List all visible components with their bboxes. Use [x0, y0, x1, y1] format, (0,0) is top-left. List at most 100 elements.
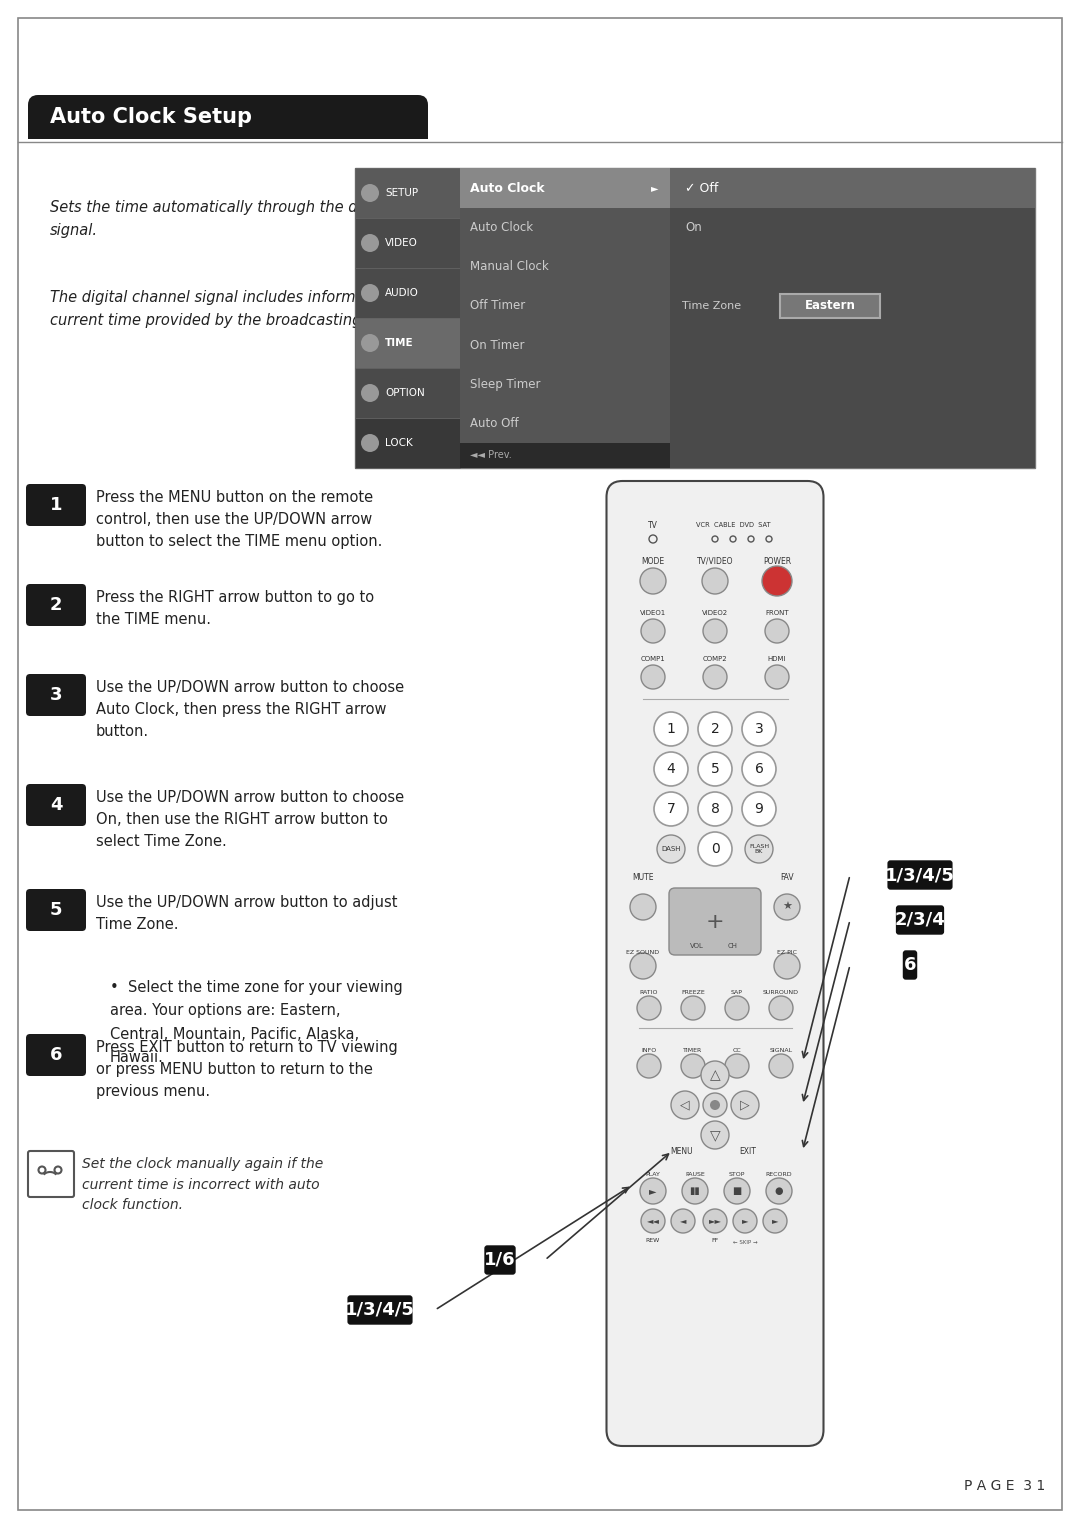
Circle shape [774, 953, 800, 979]
Text: EZ PIC: EZ PIC [777, 949, 797, 955]
Text: FAV: FAV [780, 872, 794, 882]
FancyBboxPatch shape [26, 1034, 86, 1076]
Circle shape [361, 335, 379, 351]
Circle shape [702, 568, 728, 594]
Text: ●: ● [774, 1186, 783, 1196]
Circle shape [724, 1178, 750, 1204]
Text: ■: ■ [732, 1186, 742, 1196]
Text: FRONT: FRONT [766, 610, 788, 616]
Text: POWER: POWER [762, 556, 791, 565]
Text: ◁: ◁ [680, 1099, 690, 1111]
Text: 2/3/4: 2/3/4 [894, 911, 945, 929]
Text: 1/6: 1/6 [484, 1251, 516, 1268]
Text: •  Select the time zone for your viewing
area. Your options are: Eastern,
Centra: • Select the time zone for your viewing … [110, 979, 403, 1065]
Circle shape [762, 1209, 787, 1233]
FancyBboxPatch shape [26, 784, 86, 827]
Text: 2: 2 [50, 596, 63, 614]
Text: ← SKIP →: ← SKIP → [732, 1241, 757, 1245]
Circle shape [637, 1054, 661, 1077]
FancyBboxPatch shape [26, 674, 86, 717]
Text: SIGNAL: SIGNAL [769, 1048, 793, 1053]
Circle shape [657, 834, 685, 863]
Circle shape [742, 792, 777, 827]
Circle shape [654, 752, 688, 785]
Bar [780, 293, 880, 318]
Text: PLAY: PLAY [646, 1172, 661, 1178]
Text: 6: 6 [755, 762, 764, 776]
Text: COMP1: COMP1 [640, 656, 665, 662]
Text: TV: TV [648, 521, 658, 530]
Text: SAP: SAP [731, 990, 743, 995]
Text: HDMI: HDMI [768, 656, 786, 662]
Text: 1/3/4/5: 1/3/4/5 [886, 866, 955, 885]
Text: AUDIO: AUDIO [384, 287, 419, 298]
Text: ▽: ▽ [710, 1128, 720, 1141]
Text: +: + [705, 912, 725, 932]
Circle shape [698, 792, 732, 827]
Text: 8: 8 [711, 802, 719, 816]
Circle shape [710, 1100, 720, 1109]
Circle shape [361, 434, 379, 452]
Circle shape [361, 384, 379, 402]
Text: VCR  CABLE  DVD  SAT: VCR CABLE DVD SAT [696, 523, 770, 529]
Text: 0: 0 [711, 842, 719, 856]
Circle shape [703, 1093, 727, 1117]
Text: VIDEO1: VIDEO1 [639, 610, 666, 616]
Text: DASH: DASH [661, 847, 680, 853]
Text: Auto Off: Auto Off [470, 417, 518, 429]
Text: 3: 3 [50, 686, 63, 704]
Text: 1/3/4/5: 1/3/4/5 [346, 1300, 415, 1319]
FancyBboxPatch shape [896, 905, 944, 935]
Text: Use the UP/DOWN arrow button to choose
Auto Clock, then press the RIGHT arrow
bu: Use the UP/DOWN arrow button to choose A… [96, 680, 404, 740]
Circle shape [703, 1209, 727, 1233]
Bar [670, 168, 1035, 208]
FancyBboxPatch shape [28, 95, 428, 138]
Circle shape [769, 1054, 793, 1077]
Text: ◄: ◄ [679, 1216, 686, 1225]
Bar [355, 368, 460, 419]
Text: Auto Clock: Auto Clock [470, 182, 544, 194]
FancyBboxPatch shape [669, 888, 761, 955]
Text: On: On [685, 222, 702, 234]
Circle shape [745, 834, 773, 863]
Bar [460, 168, 670, 468]
Circle shape [774, 894, 800, 920]
Text: Time Zone: Time Zone [681, 301, 741, 310]
Text: The digital channel signal includes information for the
current time provided by: The digital channel signal includes info… [50, 290, 446, 329]
Text: P A G E  3 1: P A G E 3 1 [963, 1479, 1045, 1493]
Circle shape [630, 894, 656, 920]
Circle shape [731, 1091, 759, 1118]
Text: Press the RIGHT arrow button to go to
the TIME menu.: Press the RIGHT arrow button to go to th… [96, 590, 374, 626]
Text: FREEZE: FREEZE [681, 990, 705, 995]
Circle shape [654, 792, 688, 827]
Bar [355, 219, 460, 267]
Text: OPTION: OPTION [384, 388, 424, 397]
Text: 9: 9 [755, 802, 764, 816]
Text: Eastern: Eastern [805, 299, 855, 312]
Text: ✓ Off: ✓ Off [685, 182, 718, 194]
Circle shape [701, 1060, 729, 1089]
Text: EXIT: EXIT [740, 1146, 756, 1155]
Text: 4: 4 [666, 762, 675, 776]
Text: 7: 7 [666, 802, 675, 816]
Circle shape [642, 665, 665, 689]
Circle shape [733, 1209, 757, 1233]
Text: ▷: ▷ [740, 1099, 750, 1111]
Text: 1: 1 [50, 497, 63, 513]
FancyBboxPatch shape [26, 484, 86, 526]
Text: EZ SOUND: EZ SOUND [626, 949, 660, 955]
Text: 4: 4 [50, 796, 63, 814]
Text: ◄◄: ◄◄ [647, 1216, 660, 1225]
Text: CC: CC [732, 1048, 741, 1053]
Text: Sleep Timer: Sleep Timer [470, 377, 540, 391]
Circle shape [725, 1054, 750, 1077]
Circle shape [361, 183, 379, 202]
Text: Auto Clock: Auto Clock [470, 222, 534, 234]
Circle shape [640, 568, 666, 594]
Circle shape [742, 712, 777, 746]
Text: VIDEO2: VIDEO2 [702, 610, 728, 616]
Circle shape [361, 234, 379, 252]
Bar [670, 168, 1035, 468]
Text: Set the clock manually again if the
current time is incorrect with auto
clock fu: Set the clock manually again if the curr… [82, 1157, 323, 1212]
FancyBboxPatch shape [26, 584, 86, 626]
